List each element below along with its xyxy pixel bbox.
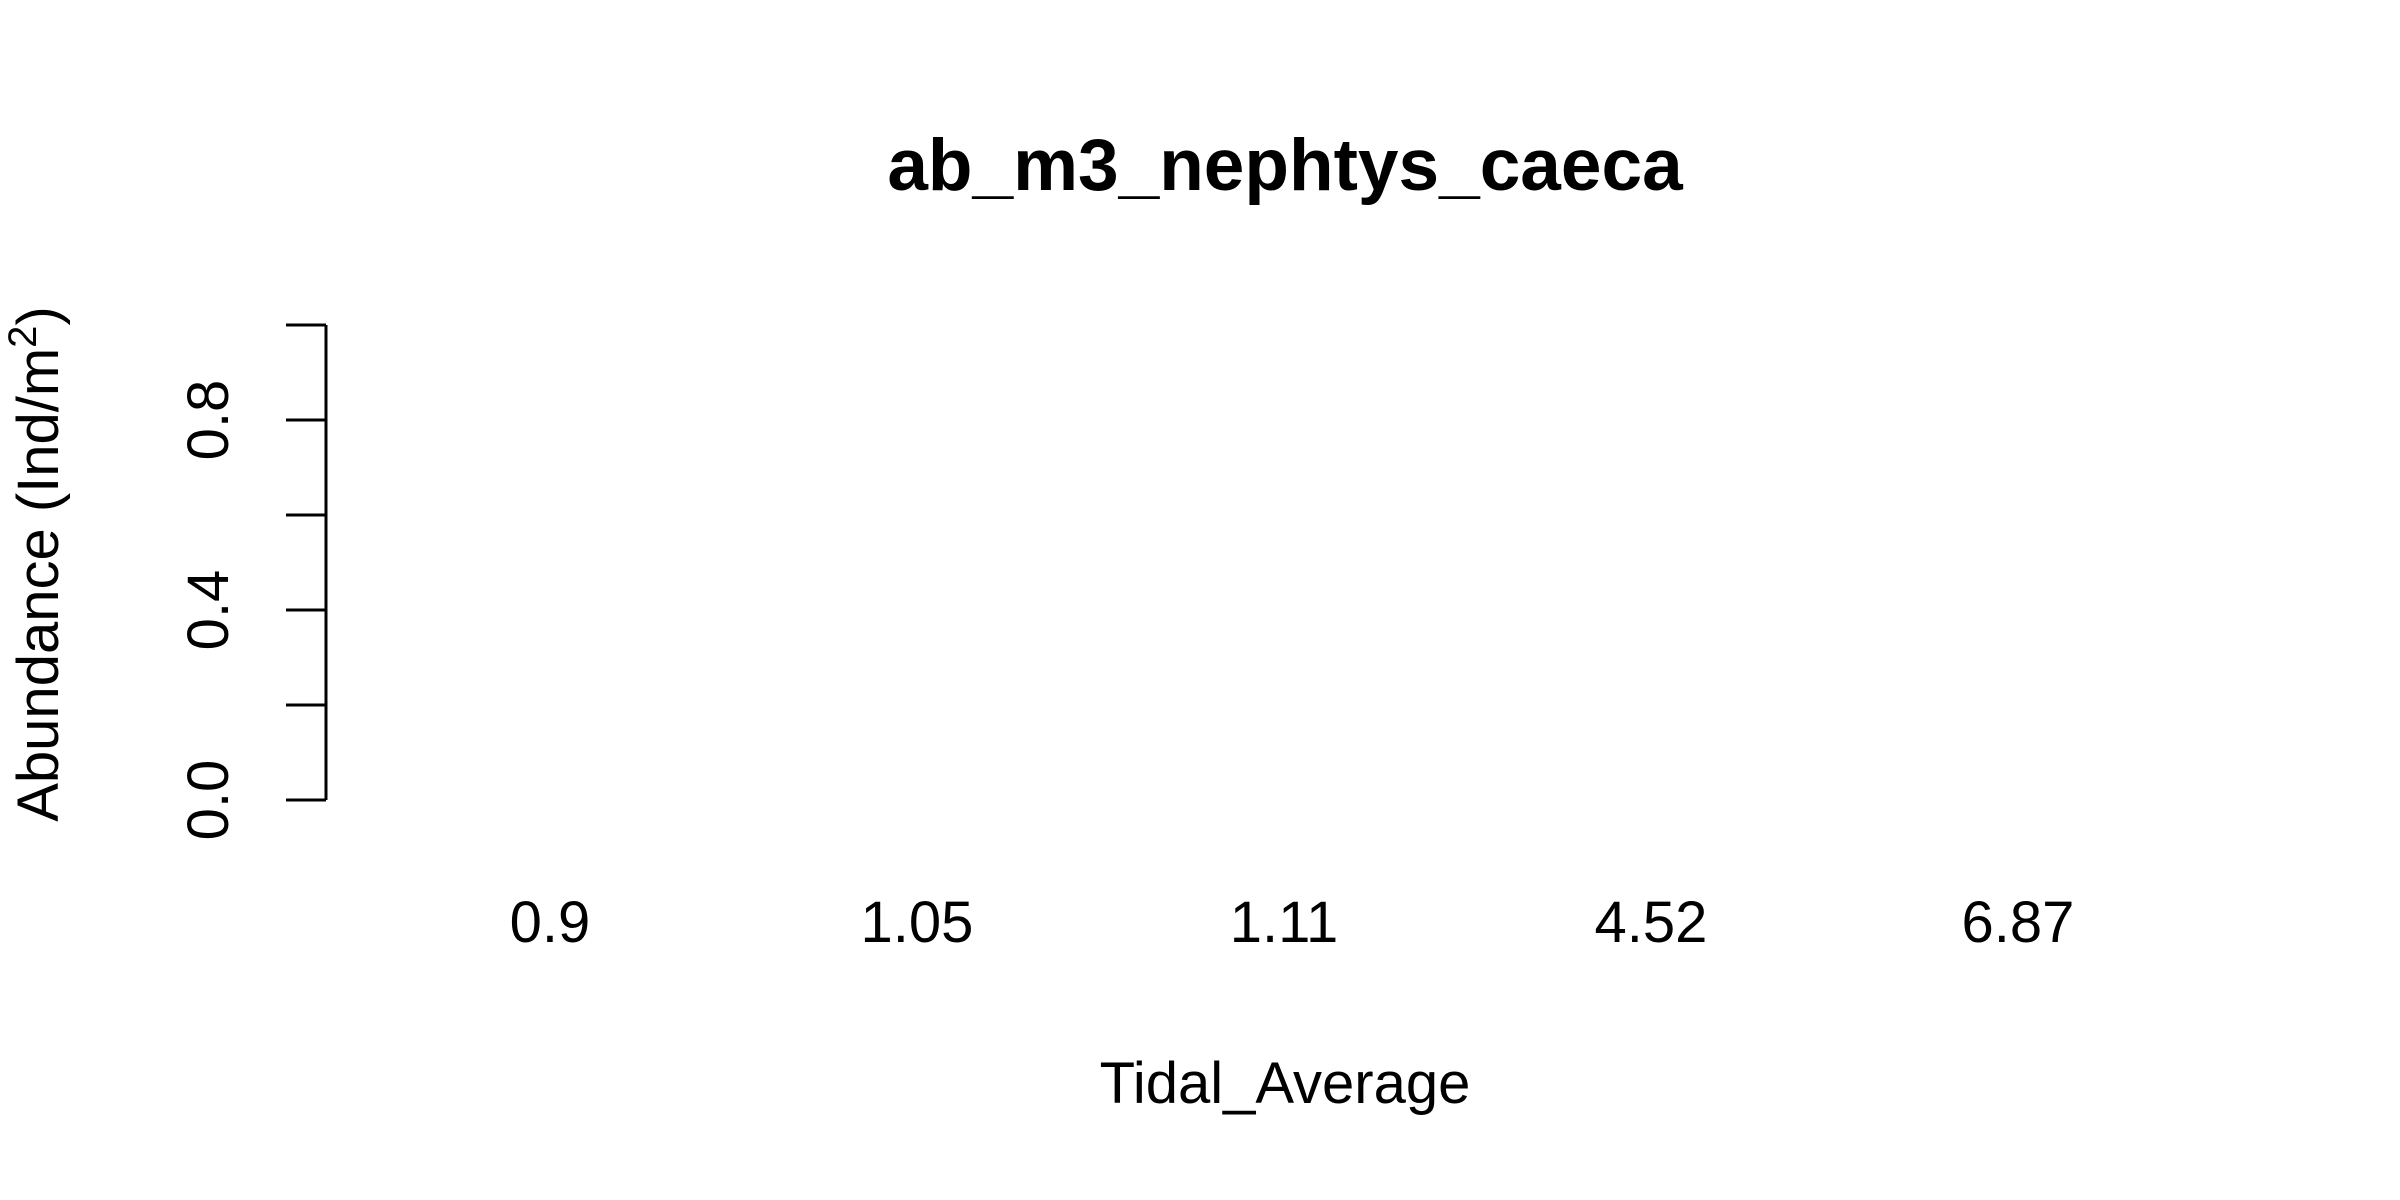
y-axis-label-main: Abundance (Ind/m	[6, 348, 71, 822]
y-axis-label-superscript: 2	[1, 326, 45, 348]
y-axis-label-close: )	[6, 306, 71, 325]
x-axis-label: Tidal_Average	[1100, 1051, 1471, 1116]
x-tick-labels: 0.9 1.05 1.11 4.52 6.87	[510, 890, 2075, 955]
x-tick-label: 1.11	[1230, 890, 1339, 955]
x-tick-label: 4.52	[1595, 890, 1708, 955]
y-tick-label: 0.4	[176, 570, 241, 651]
y-axis: 0.0 0.4 0.8	[176, 323, 328, 841]
x-tick-label: 6.87	[1962, 890, 2075, 955]
y-tick-label: 0.0	[176, 760, 241, 841]
chart-title: ab_m3_nephtys_caeca	[887, 125, 1684, 206]
y-axis-label: Abundance (Ind/m2)	[1, 306, 71, 822]
x-tick-label: 0.9	[510, 890, 591, 955]
x-tick-label: 1.05	[861, 890, 974, 955]
y-tick-label: 0.8	[176, 380, 241, 461]
